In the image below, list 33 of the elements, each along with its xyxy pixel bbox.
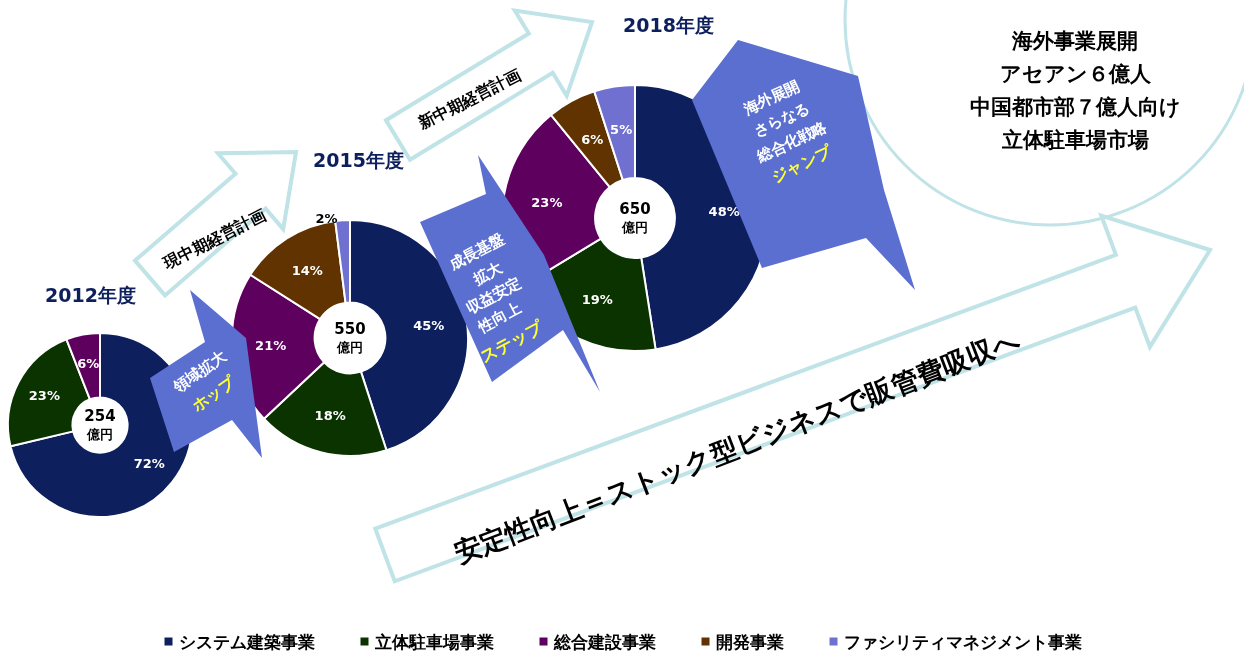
text: 億円 xyxy=(336,339,363,355)
data-label: 6% xyxy=(77,355,100,371)
legend-label: システム建築事業 xyxy=(178,631,315,652)
text: 新中期経営計画 xyxy=(414,65,524,134)
data-label: 5% xyxy=(610,122,633,138)
text: 550 xyxy=(334,320,366,338)
legend-label: ファシリティマネジメント事業 xyxy=(843,631,1082,652)
data-label: 21% xyxy=(255,338,287,353)
data-label: 14% xyxy=(291,263,323,279)
data-label: 18% xyxy=(314,407,346,423)
slice-label: 2018年度 xyxy=(623,13,714,36)
data-label: 2% xyxy=(315,210,338,226)
text: 億円 xyxy=(86,426,113,442)
legend-label: 立体駐車場事業 xyxy=(373,631,494,652)
data-label: 45% xyxy=(413,318,445,334)
data-label: 72% xyxy=(133,456,165,472)
legend-label: 開発事業 xyxy=(715,631,784,652)
text: 億円 xyxy=(621,219,648,235)
slice-label: 2015年度 xyxy=(313,148,404,171)
legend-label: 総合建設事業 xyxy=(552,631,656,652)
text: 立体駐車場市場 xyxy=(1000,128,1149,152)
data-label: 48% xyxy=(708,203,740,219)
text: 中国都市部７億人向け xyxy=(969,95,1181,119)
text: 650 xyxy=(619,200,651,218)
text: 現中期経営計画 xyxy=(159,205,269,274)
data-label: 19% xyxy=(581,291,613,307)
data-label: 6% xyxy=(581,131,604,147)
data-label: 23% xyxy=(28,388,60,404)
text: 海外事業展開 xyxy=(1011,29,1138,53)
data-label: 23% xyxy=(531,195,563,211)
text: アセアン６億人 xyxy=(999,62,1152,86)
slice-label: 2012年度 xyxy=(45,283,136,306)
text: 254 xyxy=(84,407,116,425)
